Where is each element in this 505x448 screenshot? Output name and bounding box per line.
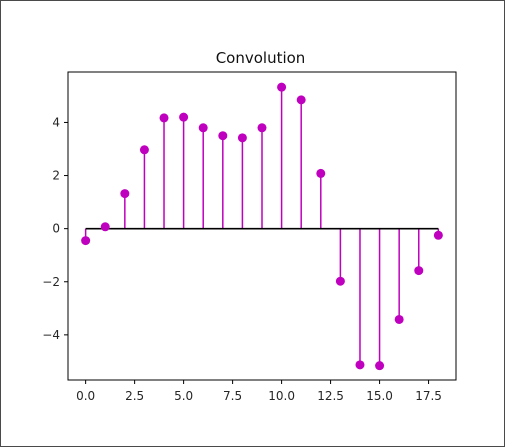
x-tick-label: 15.0 [366,389,393,403]
stem-markers [81,82,443,371]
y-tick-label: 0 [52,222,60,236]
stem-marker [277,82,287,92]
stem-marker [257,123,267,133]
plot-area [67,71,457,381]
stem-marker [237,133,247,143]
stem-marker [355,360,365,370]
chart-title: Convolution [216,49,306,67]
y-tick-label: −2 [42,275,60,289]
stem-marker [100,222,110,232]
y-axis-ticks: −4 −2 0 2 4 [42,115,68,342]
stem-marker [394,314,404,324]
stem-marker [81,236,91,246]
stem-marker [296,95,306,105]
stem-marker [159,113,169,123]
stem-marker [316,168,326,178]
stem-marker [414,266,424,276]
stem-marker [120,189,130,199]
x-tick-label: 17.5 [415,389,442,403]
y-tick-label: −4 [42,328,60,342]
x-tick-label: 7.5 [223,389,242,403]
stem-marker [179,112,189,122]
x-tick-label: 0.0 [76,389,95,403]
stem-marker [375,361,385,371]
x-tick-label: 2.5 [125,389,144,403]
stem-marker [433,230,443,240]
stem-marker [335,276,345,286]
stem-lines [84,87,440,366]
stem-marker [198,123,208,133]
y-tick-label: 4 [52,115,60,129]
x-tick-label: 12.5 [317,389,344,403]
y-tick-label: 2 [52,169,60,183]
stem-marker [139,145,149,155]
stem-marker [218,131,228,141]
x-tick-label: 5.0 [174,389,193,403]
x-tick-label: 10.0 [268,389,295,403]
x-axis-ticks: 0.0 2.5 5.0 7.5 10.0 12.5 15.0 17.5 [76,380,442,403]
